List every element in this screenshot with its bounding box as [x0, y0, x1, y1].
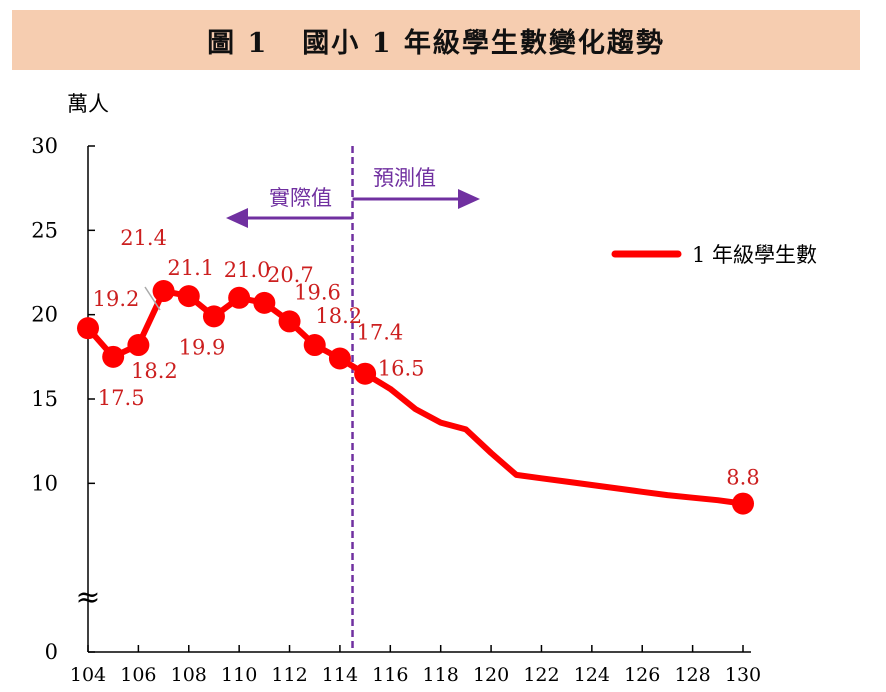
forecast-arrow-head — [458, 189, 480, 209]
data-label: 21.0 — [224, 258, 271, 282]
x-tick-label: 126 — [624, 664, 660, 686]
data-label: 8.8 — [726, 466, 759, 490]
data-point — [354, 362, 377, 385]
data-point — [177, 285, 200, 308]
y-tick-label: 20 — [31, 303, 58, 327]
data-point — [732, 492, 754, 515]
y-tick-label: 10 — [31, 471, 58, 495]
forecast-label: 預測值 — [373, 166, 436, 190]
data-point — [102, 345, 125, 368]
axis-break-mark: ≈ — [75, 580, 100, 615]
data-label: 18.2 — [315, 304, 362, 328]
legend-label: 1 年級學生數 — [692, 243, 817, 267]
data-point — [228, 286, 251, 309]
x-tick-label: 124 — [574, 664, 610, 686]
data-point — [127, 334, 150, 357]
data-point — [328, 347, 351, 370]
data-point — [202, 305, 225, 328]
data-point — [77, 317, 99, 340]
data-label: 17.5 — [98, 386, 145, 410]
x-tick-label: 118 — [423, 664, 459, 686]
chart-title: 國小 1 年級學生數變化趨勢 — [302, 27, 665, 59]
data-label: 17.4 — [357, 321, 404, 345]
series-line — [85, 288, 746, 507]
figure-number: 圖 1 — [207, 27, 269, 59]
x-tick-label: 106 — [120, 664, 156, 686]
leader-line — [144, 286, 161, 311]
x-tick-label: 122 — [523, 664, 559, 686]
actual-arrow-head — [226, 208, 248, 228]
x-tick-label: 114 — [322, 664, 358, 686]
legend: 1 年級學生數 — [611, 243, 817, 267]
actual-label: 實際值 — [269, 186, 332, 210]
y-tick-label: 30 — [31, 134, 58, 158]
data-label: 21.4 — [120, 226, 167, 250]
x-tick-label: 120 — [473, 664, 509, 686]
data-label: 20.7 — [267, 263, 314, 287]
x-tick-label: 104 — [70, 664, 106, 686]
data-label: 19.2 — [93, 287, 140, 311]
y-tick-label: 0 — [45, 640, 58, 664]
data-point — [152, 280, 175, 303]
data-label: 19.9 — [179, 335, 226, 359]
series-layer — [77, 280, 754, 515]
data-point — [253, 291, 276, 314]
data-label: 21.1 — [167, 256, 214, 280]
data-point — [278, 310, 301, 333]
y-unit-label: 萬人 — [67, 92, 109, 116]
x-tick-label: 128 — [674, 664, 710, 686]
chart-title-bar: 圖 1 國小 1 年級學生數變化趨勢 — [12, 10, 860, 70]
x-tick-label: 112 — [271, 664, 307, 686]
x-tick-label: 116 — [372, 664, 408, 686]
data-label: 16.5 — [378, 357, 425, 381]
x-tick-label: 110 — [221, 664, 257, 686]
x-tick-label: 130 — [725, 664, 761, 686]
y-tick-label: 25 — [31, 218, 58, 242]
data-label: 19.6 — [294, 280, 341, 304]
data-labels: 19.217.518.221.421.119.921.020.719.618.2… — [93, 226, 760, 490]
forecast-divider: 實際值 預測值 — [226, 146, 480, 652]
y-tick-label: 15 — [31, 387, 58, 411]
data-label: 18.2 — [131, 359, 178, 383]
x-tick-label: 108 — [171, 664, 207, 686]
data-point — [303, 334, 326, 357]
axes: 0 10 15 20 25 30 104 106 108 110 112 114 116 118 120 12… — [31, 92, 761, 686]
